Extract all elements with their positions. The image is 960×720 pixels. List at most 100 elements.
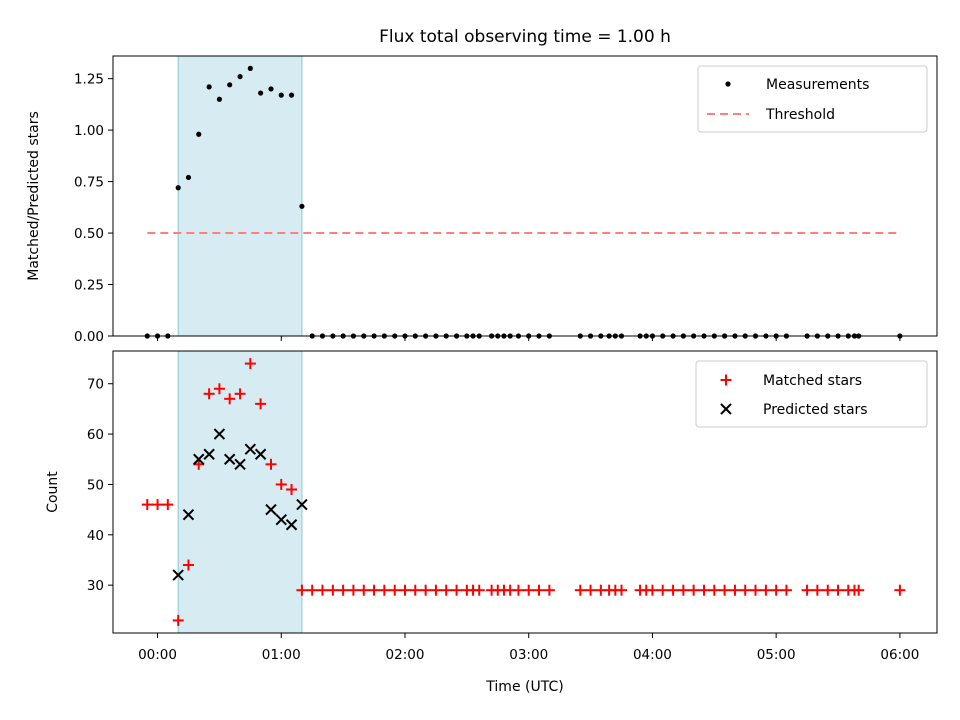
top-observing-span	[177, 55, 303, 337]
matched-point	[141, 499, 153, 511]
chart-title: Flux total observing time = 1.00 h	[379, 27, 671, 47]
matched-point	[255, 398, 267, 410]
top-y-ticks: 0.00 0.25 0.50 0.75 1.00 1.25	[74, 72, 113, 345]
x-tick-label: 06:00	[880, 647, 919, 663]
matched-point	[770, 584, 782, 596]
predicted-point	[234, 458, 246, 471]
x-axis-label: Time (UTC)	[485, 679, 563, 695]
bottom-y-axis-label: Count	[45, 471, 61, 513]
matched-point	[203, 388, 215, 400]
y-tick-label: 0.25	[74, 278, 104, 294]
matched-point	[358, 584, 370, 596]
y-tick-label: 50	[87, 477, 104, 493]
matched-point	[337, 584, 349, 596]
matched-star-points	[141, 358, 906, 626]
matched-point	[162, 499, 174, 511]
predicted-point	[296, 498, 308, 511]
measurement-point	[227, 82, 233, 88]
matched-point	[389, 584, 401, 596]
matched-point	[894, 584, 906, 596]
x-tick-label: 04:00	[633, 647, 672, 663]
y-tick-label: 60	[87, 427, 104, 443]
legend-measurements-marker	[725, 81, 731, 87]
bottom-panel: 30 40 50 60 70 00:00 01:00 02:00 03:00 04:00 05:0…	[45, 350, 938, 695]
bottom-legend-box	[695, 360, 928, 428]
legend-plus	[720, 374, 732, 386]
matched-point	[473, 584, 485, 596]
matched-point	[574, 584, 586, 596]
bottom-axes-frame	[112, 350, 938, 634]
predicted-point	[203, 448, 215, 460]
matched-point	[512, 584, 524, 596]
top-legend: Measurements Threshold	[697, 65, 928, 133]
x-tick-label: 03:00	[509, 647, 548, 663]
legend-cross	[720, 403, 732, 415]
legend-measurements-label: Measurements	[766, 77, 869, 93]
bottom-y-ticks: 30 40 50 60 70	[87, 377, 113, 594]
matched-point	[719, 584, 731, 596]
matched-point	[327, 584, 339, 596]
matched-point	[244, 358, 256, 370]
predicted-point	[213, 428, 226, 440]
matched-point	[523, 584, 535, 596]
matched-point	[667, 584, 679, 596]
measurement-point	[237, 73, 243, 80]
matched-point	[306, 584, 318, 596]
predicted-point	[244, 443, 257, 455]
matched-point	[688, 584, 700, 596]
predicted-point	[172, 569, 184, 581]
measurement-point	[288, 92, 295, 98]
matched-point	[378, 584, 390, 596]
matched-point	[780, 584, 792, 596]
matched-point	[657, 584, 669, 596]
matched-point	[616, 584, 628, 596]
measurement-point	[216, 96, 223, 102]
measurement-point	[258, 90, 264, 96]
predicted-point	[265, 503, 277, 516]
matched-point	[172, 614, 184, 626]
top-legend-box	[697, 65, 928, 133]
matched-point	[286, 483, 298, 495]
predicted-point	[254, 448, 267, 460]
legend-matched-marker	[720, 374, 732, 386]
predicted-point	[285, 519, 298, 531]
matched-point	[533, 584, 545, 596]
matched-point	[368, 584, 380, 596]
y-tick-label: 70	[87, 377, 104, 393]
legend-predicted-marker	[720, 403, 732, 415]
bottom-x-ticks: 00:00 01:00 02:00 03:00 04:00 05:00 06:00	[138, 633, 919, 663]
top-x-ticks	[157, 336, 901, 341]
matched-point	[440, 584, 452, 596]
measurement-point	[206, 84, 212, 90]
matched-point	[698, 584, 710, 596]
legend-predicted-label: Predicted stars	[763, 402, 868, 418]
matched-point	[234, 388, 246, 400]
matched-point	[811, 584, 823, 596]
matched-point	[749, 584, 761, 596]
y-tick-label: 1.00	[74, 123, 104, 139]
x-tick-label: 05:00	[757, 647, 796, 663]
matched-point	[760, 584, 772, 596]
matched-point	[213, 383, 225, 395]
matched-point	[739, 584, 751, 596]
matched-point	[296, 584, 308, 596]
y-tick-label: 1.25	[74, 72, 104, 88]
measurement-point	[247, 65, 253, 71]
top-y-axis-label: Matched/Predicted stars	[26, 111, 42, 281]
matched-point	[152, 499, 164, 511]
matched-point	[265, 458, 277, 470]
predicted-point	[223, 453, 236, 465]
x-tick-label: 02:00	[386, 647, 425, 663]
matched-point	[347, 584, 359, 596]
y-tick-label: 30	[87, 578, 104, 594]
top-panel: 0.00 0.25 0.50 0.75 1.00 1.25 Matched/Predict…	[26, 55, 938, 345]
matched-point	[316, 584, 328, 596]
measurement-point	[268, 86, 274, 92]
matched-point	[585, 584, 597, 596]
predicted-star-points	[172, 428, 308, 581]
matched-point	[182, 559, 194, 571]
measurement-point	[185, 174, 192, 181]
matched-point	[646, 584, 658, 596]
matched-point	[543, 584, 555, 596]
